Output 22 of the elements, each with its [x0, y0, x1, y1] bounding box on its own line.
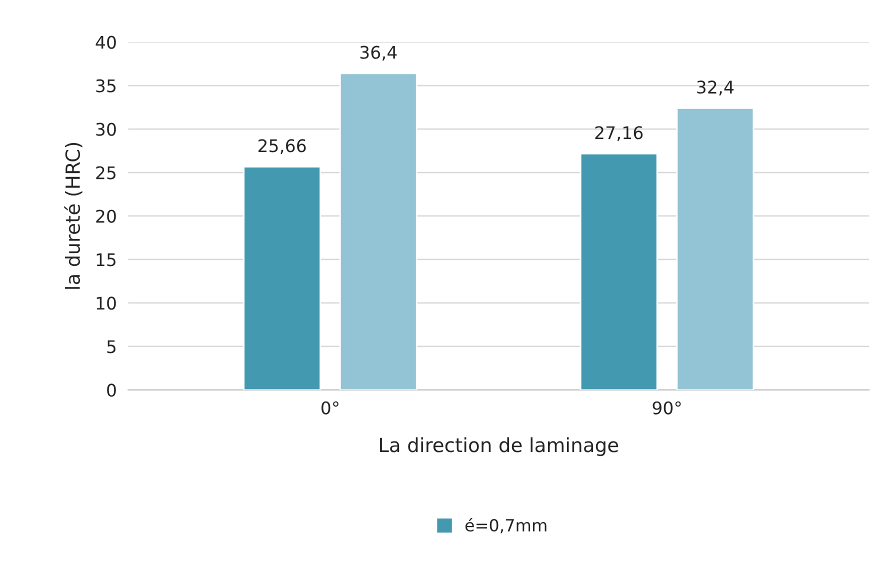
bar	[339, 72, 418, 390]
y-tick-label: 15	[96, 253, 116, 266]
data-label: 25,66	[258, 139, 306, 154]
y-axis-title: la dureté (HRC)	[64, 142, 82, 289]
y-tick-label: 20	[96, 210, 116, 223]
y-tick-label: 35	[96, 79, 116, 92]
y-tick-label: 5	[107, 340, 116, 354]
y-tick-label: 40	[96, 36, 116, 49]
data-label: 32,4	[697, 80, 734, 96]
bar	[243, 166, 321, 390]
x-axis-title: La direction de laminage	[380, 437, 618, 456]
x-tick-label: 90°	[652, 401, 681, 414]
data-label: 36,4	[360, 46, 397, 61]
y-tick-label: 0	[107, 384, 116, 397]
bar	[676, 107, 754, 390]
bar	[580, 153, 658, 390]
x-tick-label: 0°	[322, 401, 338, 414]
y-tick-label: 30	[96, 122, 116, 136]
data-label: 27,16	[595, 126, 643, 142]
y-tick-label: 25	[96, 166, 116, 180]
y-tick-label: 10	[96, 296, 116, 310]
legend-label: é=0,7mm	[465, 518, 546, 534]
